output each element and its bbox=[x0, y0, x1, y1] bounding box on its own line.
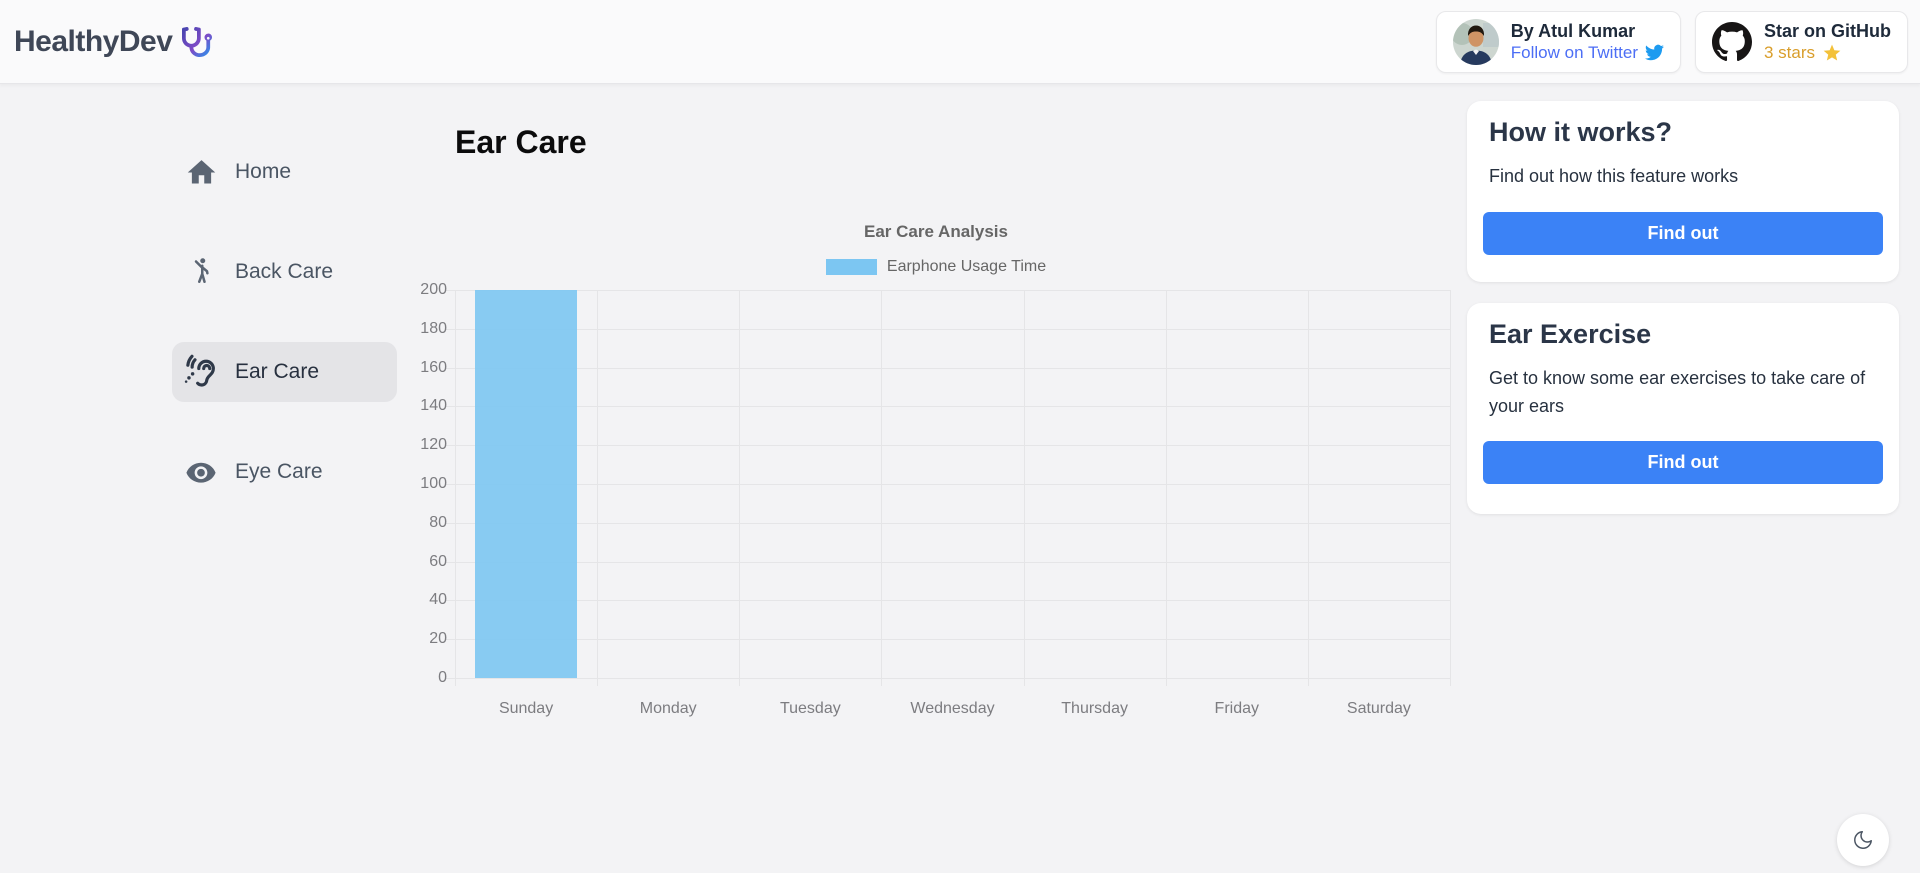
github-icon bbox=[1712, 21, 1752, 62]
chart-legend: Earphone Usage Time bbox=[416, 258, 1456, 276]
gridline-horizontal bbox=[445, 600, 1450, 602]
x-axis-tick-label: Tuesday bbox=[779, 700, 841, 717]
find-out-button-ear-exercise[interactable]: Find out bbox=[1483, 441, 1883, 484]
sidebar-item-label: Eye Care bbox=[235, 460, 323, 483]
sidebar-item-label: Ear Care bbox=[235, 360, 320, 383]
gridline-vertical bbox=[739, 290, 741, 686]
gridline-horizontal bbox=[445, 522, 1450, 524]
stethoscope-icon bbox=[182, 26, 213, 58]
y-axis-tick-label: 160 bbox=[420, 358, 447, 376]
gridline-horizontal bbox=[445, 484, 1450, 485]
sidebar-item-home[interactable]: Home bbox=[172, 142, 397, 202]
gridline-horizontal bbox=[445, 639, 1450, 641]
gridline-horizontal bbox=[445, 445, 1450, 447]
gridline-vertical bbox=[597, 290, 599, 686]
y-axis-tick-label: 60 bbox=[429, 552, 447, 570]
gridline-vertical bbox=[1450, 290, 1451, 686]
gridline-vertical bbox=[881, 290, 883, 686]
moon-icon bbox=[1852, 829, 1874, 851]
y-axis-tick-label: 180 bbox=[420, 319, 447, 337]
gridline-horizontal bbox=[445, 290, 1450, 291]
gridline-vertical bbox=[455, 290, 456, 686]
github-label: Star on GitHub bbox=[1764, 20, 1891, 41]
github-card[interactable]: Star on GitHub 3 stars bbox=[1695, 10, 1908, 73]
header-cards: By Atul Kumar Follow on Twitter bbox=[1435, 10, 1908, 73]
x-axis-tick-label: Friday bbox=[1214, 700, 1259, 717]
brand-title: HealthyDev bbox=[14, 24, 173, 58]
avatar bbox=[1452, 18, 1499, 65]
y-axis-tick-label: 120 bbox=[420, 436, 447, 454]
card-title: Ear Exercise bbox=[1489, 319, 1652, 349]
gridline-horizontal bbox=[445, 561, 1450, 563]
author-name: By Atul Kumar bbox=[1510, 20, 1636, 41]
sidebar-item-ear-care[interactable]: Ear Care bbox=[172, 342, 397, 402]
author-card[interactable]: By Atul Kumar Follow on Twitter bbox=[1435, 10, 1681, 73]
github-stars: 3 stars bbox=[1764, 42, 1891, 63]
card-body: Get to know some ear exercises to take c… bbox=[1489, 368, 1866, 416]
ear-exercise-card: Ear Exercise Get to know some ear exerci… bbox=[1467, 303, 1899, 514]
y-axis-tick-label: 40 bbox=[429, 591, 447, 609]
chart-title: Ear Care Analysis bbox=[864, 222, 1008, 241]
back-care-icon bbox=[182, 255, 220, 289]
how-it-works-card: How it works? Find out how this feature … bbox=[1467, 101, 1899, 282]
twitter-icon bbox=[1645, 43, 1664, 62]
brand: HealthyDev bbox=[14, 24, 213, 59]
gridline-horizontal bbox=[445, 328, 1450, 330]
home-icon bbox=[182, 156, 220, 189]
find-out-button-how-it-works[interactable]: Find out bbox=[1483, 212, 1883, 255]
x-axis-tick-label: Saturday bbox=[1346, 700, 1411, 717]
x-axis-tick-label: Monday bbox=[639, 700, 697, 717]
x-axis-tick-label: Sunday bbox=[498, 700, 554, 717]
x-axis-tick-label: Thursday bbox=[1061, 700, 1128, 717]
sidebar-item-back-care[interactable]: Back Care bbox=[172, 242, 397, 302]
gridline-horizontal bbox=[445, 678, 1450, 679]
y-axis-tick-label: 200 bbox=[420, 281, 447, 298]
ear-care-chart: Ear Care Analysis Earphone Usage Time 0 2… bbox=[410, 212, 1451, 732]
sidebar-item-label: Back Care bbox=[235, 260, 334, 283]
sidebar-item-label: Home bbox=[235, 160, 292, 183]
gridline-horizontal bbox=[445, 406, 1450, 408]
bar-sunday bbox=[475, 290, 578, 678]
gridline-horizontal bbox=[445, 367, 1450, 369]
gridline-vertical bbox=[1307, 290, 1309, 686]
legend-swatch[interactable] bbox=[825, 259, 877, 275]
y-axis-tick-label: 0 bbox=[438, 669, 447, 686]
gridline-vertical bbox=[1023, 290, 1025, 686]
theme-toggle-button[interactable] bbox=[1837, 814, 1889, 866]
ear-care-icon bbox=[182, 353, 220, 391]
star-icon bbox=[1822, 43, 1842, 63]
x-axis-tick-label: Wednesday bbox=[910, 700, 995, 717]
y-axis-tick-label: 20 bbox=[429, 630, 447, 648]
eye-care-icon bbox=[182, 455, 220, 489]
twitter-link[interactable]: Follow on Twitter bbox=[1511, 42, 1664, 63]
header: HealthyDev bbox=[0, 0, 1920, 84]
y-axis-tick-label: 140 bbox=[420, 397, 447, 415]
y-axis-tick-label: 80 bbox=[429, 513, 447, 531]
card-title: How it works? bbox=[1489, 117, 1673, 147]
y-axis-tick-label: 100 bbox=[420, 475, 447, 492]
legend-label[interactable]: Earphone Usage Time bbox=[886, 258, 1047, 275]
page-title: Ear Care bbox=[455, 124, 587, 160]
sidebar-item-eye-care[interactable]: Eye Care bbox=[172, 442, 397, 502]
gridline-vertical bbox=[1165, 290, 1167, 686]
card-body: Find out how this feature works bbox=[1489, 166, 1739, 186]
